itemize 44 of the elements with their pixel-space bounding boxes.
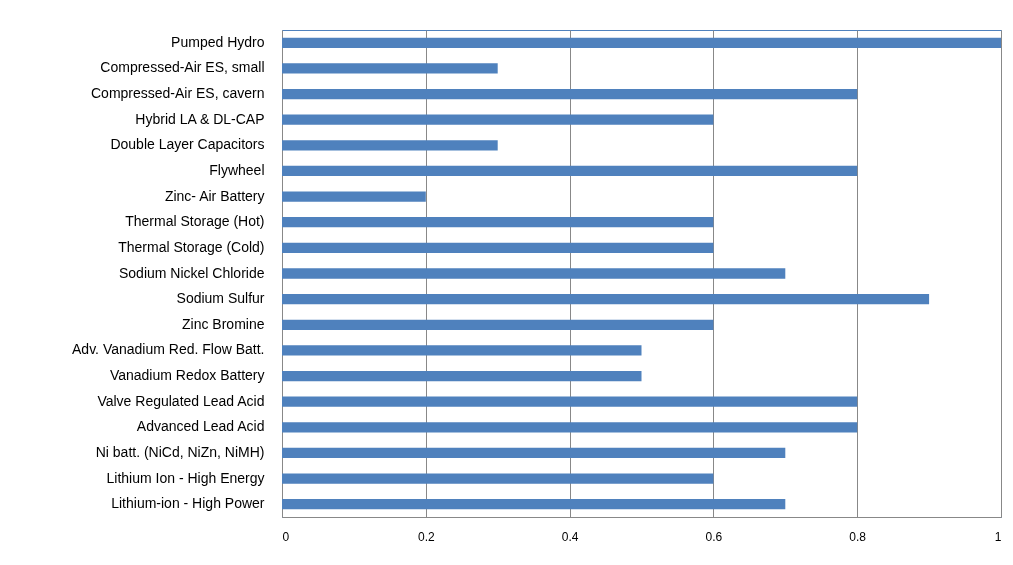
y-tick-label: Lithium-ion - High Power [111, 495, 265, 512]
y-tick-label: Flywheel [209, 161, 265, 178]
x-tick-label: 0.2 [417, 529, 435, 544]
bar [282, 37, 1001, 48]
y-tick-label: Sodium Nickel Chloride [118, 264, 265, 281]
bar [282, 370, 642, 382]
x-tick-label: 1 [994, 529, 1002, 544]
y-tick-label: Thermal Storage (Hot) [125, 213, 265, 230]
y-tick-label: Vanadium Redox Battery [109, 367, 265, 384]
bar [282, 114, 714, 125]
bar [282, 217, 714, 228]
y-tick-label: Compressed-Air ES, cavern [90, 85, 265, 102]
y-tick-label: Zinc- Air Battery [164, 187, 265, 204]
bar [282, 165, 858, 177]
bar [282, 422, 858, 433]
y-tick-label: Ni batt. (NiCd, NiZn, NiMH) [95, 443, 265, 460]
bar [282, 191, 426, 202]
x-tick-label: 0.8 [849, 529, 867, 544]
bar [282, 447, 786, 459]
y-tick-label: Hybrid LA & DL-CAP [135, 110, 265, 127]
bar [282, 473, 714, 484]
y-tick-label: Pumped Hydro [171, 33, 265, 50]
y-tick-label: Compressed-Air ES, small [100, 59, 265, 76]
y-tick-label: Sodium Sulfur [176, 290, 265, 307]
y-tick-label: Zinc Bromine [182, 315, 265, 332]
x-tick-label: 0 [282, 529, 290, 544]
bar [282, 268, 786, 279]
y-tick-label: Lithium Ion - High Energy [106, 469, 265, 486]
bar [282, 242, 714, 253]
bar [282, 345, 642, 356]
x-tick-label: 0.6 [705, 529, 723, 544]
bar [282, 140, 498, 151]
x-tick-label: 0.4 [561, 529, 579, 544]
y-tick-label: Adv. Vanadium Red. Flow Batt. [72, 341, 265, 358]
bar [282, 499, 786, 510]
bar [282, 63, 498, 74]
bar [282, 88, 858, 100]
bar [282, 294, 930, 305]
y-tick-label: Double Layer Capacitors [110, 136, 265, 153]
bar [282, 396, 858, 407]
y-tick-label: Advanced Lead Acid [136, 418, 265, 435]
y-tick-label: Thermal Storage (Cold) [118, 238, 265, 255]
bar [282, 319, 714, 330]
y-tick-label: Valve Regulated Lead Acid [97, 392, 265, 409]
